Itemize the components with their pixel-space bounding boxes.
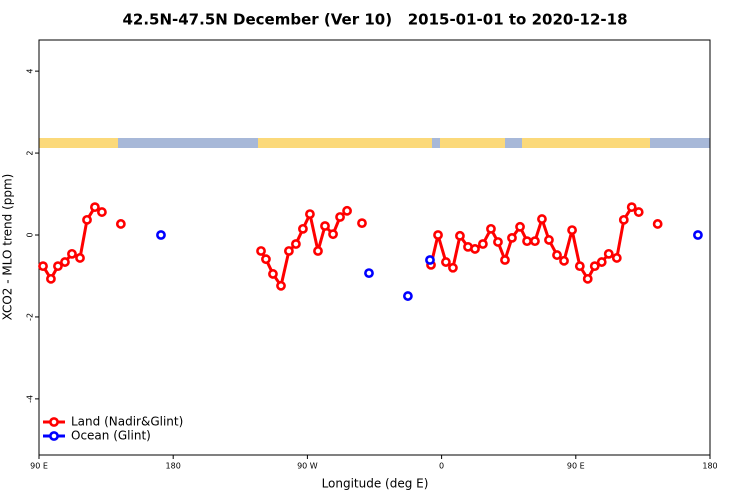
series-line bbox=[43, 207, 658, 286]
data-point bbox=[342, 205, 352, 216]
x-axis-label: Longitude (deg E) bbox=[322, 477, 429, 491]
legend-label: Ocean (Glint) bbox=[71, 429, 151, 443]
x-tick-label: 0 bbox=[439, 462, 444, 471]
data-point bbox=[559, 255, 569, 266]
data-point bbox=[441, 257, 451, 267]
legend-label: Land (Nadir&Glint) bbox=[71, 415, 183, 429]
data-point bbox=[633, 207, 644, 217]
data-point bbox=[335, 212, 345, 222]
land-mask-strip bbox=[39, 138, 710, 148]
data-point bbox=[46, 273, 56, 284]
data-point bbox=[515, 221, 525, 232]
land-strip bbox=[440, 138, 505, 148]
data-point bbox=[284, 246, 294, 256]
y-tick-label: -4 bbox=[26, 395, 35, 403]
legend-marker bbox=[49, 431, 59, 441]
legend-marker bbox=[49, 417, 59, 427]
y-axis-label: XCO2 - MLO trend (ppm) bbox=[1, 174, 15, 321]
data-point bbox=[652, 219, 663, 229]
data-point bbox=[38, 261, 48, 272]
data-point bbox=[618, 214, 629, 225]
land-strip bbox=[258, 138, 432, 148]
data-point bbox=[298, 223, 308, 234]
x-tick-label: 90 E bbox=[30, 462, 48, 471]
data-point bbox=[256, 246, 266, 256]
data-point bbox=[448, 262, 458, 273]
data-point bbox=[90, 202, 100, 213]
y-tick-label: -2 bbox=[26, 313, 35, 321]
data-point bbox=[364, 268, 374, 279]
data-point bbox=[82, 214, 92, 225]
data-point bbox=[582, 273, 593, 284]
data-point bbox=[53, 261, 63, 272]
data-point bbox=[537, 214, 547, 224]
data-point bbox=[552, 250, 562, 260]
data-point bbox=[261, 254, 271, 265]
data-point bbox=[574, 261, 585, 272]
data-point bbox=[67, 248, 77, 259]
data-point bbox=[478, 239, 488, 249]
data-point bbox=[75, 253, 85, 263]
plot-frame bbox=[38, 39, 711, 456]
data-point bbox=[693, 230, 703, 240]
data-point bbox=[357, 218, 367, 229]
data-point bbox=[470, 244, 480, 254]
data-point bbox=[530, 236, 540, 247]
data-point bbox=[507, 232, 517, 243]
x-tick-label: 180 bbox=[702, 462, 717, 471]
data-point bbox=[522, 236, 532, 247]
data-point bbox=[611, 253, 622, 263]
x-tick-label: 90 W bbox=[297, 462, 318, 471]
data-point bbox=[305, 209, 315, 220]
data-point bbox=[500, 255, 510, 265]
x-tick-label: 90 E bbox=[567, 462, 585, 471]
land-strip bbox=[39, 138, 118, 148]
land-strip bbox=[522, 138, 650, 148]
data-point bbox=[589, 261, 600, 272]
data-point bbox=[313, 246, 323, 256]
data-point bbox=[268, 269, 278, 279]
data-point bbox=[626, 202, 637, 213]
data-point bbox=[486, 223, 496, 234]
y-tick-label: 2 bbox=[26, 151, 35, 156]
data-point bbox=[403, 291, 413, 301]
data-point bbox=[291, 239, 301, 249]
data-point bbox=[97, 207, 107, 217]
data-point bbox=[320, 221, 330, 231]
data-point bbox=[328, 229, 338, 240]
data-point bbox=[544, 235, 554, 245]
data-point bbox=[567, 225, 577, 235]
chart-title: 42.5N-47.5N December (Ver 10) 2015-01-01… bbox=[122, 11, 627, 29]
y-tick-label: 4 bbox=[26, 69, 35, 74]
data-point bbox=[433, 230, 443, 240]
data-point bbox=[603, 248, 614, 259]
data-point bbox=[60, 257, 70, 267]
data-point bbox=[276, 280, 286, 291]
data-point bbox=[115, 219, 126, 229]
data-point bbox=[425, 255, 435, 265]
data-point bbox=[596, 257, 607, 267]
data-point bbox=[493, 237, 503, 247]
x-tick-label: 180 bbox=[166, 462, 181, 471]
data-point bbox=[455, 230, 465, 241]
y-tick-label: 0 bbox=[26, 232, 35, 237]
data-point bbox=[156, 230, 166, 240]
